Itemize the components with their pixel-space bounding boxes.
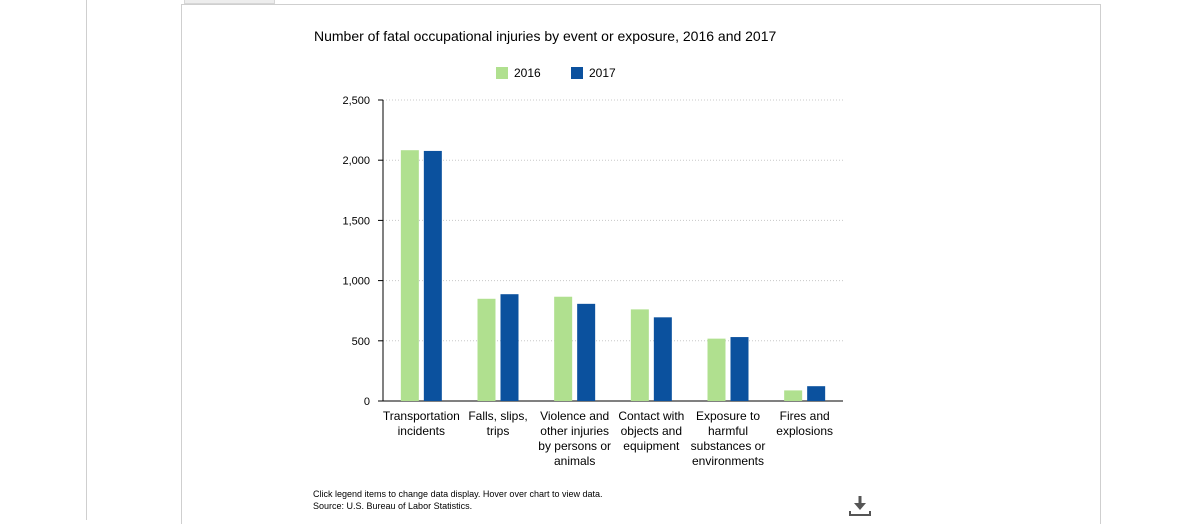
bar-2017[interactable] bbox=[730, 337, 749, 401]
x-tick-label: Contact with objects and equipment bbox=[610, 409, 692, 454]
bar-2017[interactable] bbox=[653, 317, 672, 401]
page-left-border bbox=[86, 0, 87, 520]
y-tick-label: 2,000 bbox=[342, 155, 370, 167]
x-tick-label-line: explosions bbox=[776, 424, 833, 438]
bar-2016[interactable] bbox=[477, 298, 496, 401]
x-tick-label-line: other injuries bbox=[540, 424, 609, 438]
x-tick-label-line: by persons or bbox=[538, 439, 611, 453]
y-tick-label: 1,000 bbox=[342, 276, 370, 288]
x-tick-label-line: substances or bbox=[690, 439, 766, 453]
x-tick-label: Exposure to harmful substances or environme… bbox=[687, 409, 769, 469]
bar-2017[interactable] bbox=[500, 294, 519, 401]
x-tick-label-line: incidents bbox=[397, 424, 446, 438]
y-tick-label: 0 bbox=[364, 396, 370, 408]
x-tick-label-line: environments bbox=[691, 454, 765, 468]
bar-2017[interactable] bbox=[807, 386, 826, 401]
legend-item-2016[interactable]: 2016 bbox=[496, 66, 541, 80]
x-tick-label-line: Exposure to bbox=[695, 409, 761, 423]
legend-swatch-2017 bbox=[571, 67, 583, 79]
y-tick-label: 1,500 bbox=[342, 215, 370, 227]
x-tick-label-line: Contact with bbox=[618, 409, 685, 423]
x-tick-label-line: objects and bbox=[620, 424, 683, 438]
legend-label-2017: 2017 bbox=[589, 66, 616, 80]
x-tick-label-line: equipment bbox=[623, 439, 680, 453]
x-tick-label-line: animals bbox=[553, 454, 596, 468]
y-tick-label: 500 bbox=[352, 336, 370, 348]
panel-tab[interactable] bbox=[184, 0, 275, 4]
legend-item-2017[interactable]: 2017 bbox=[571, 66, 616, 80]
x-tick-label: Transportation incidents bbox=[380, 409, 462, 439]
bar-2016[interactable] bbox=[554, 296, 573, 401]
x-tick-label-line: harmful bbox=[707, 424, 748, 438]
x-tick-label-line: trips bbox=[486, 424, 510, 438]
x-tick-label-line: Falls, slips, bbox=[468, 409, 528, 423]
bar-2016[interactable] bbox=[707, 338, 726, 401]
x-tick-label-line: Violence and bbox=[540, 409, 610, 423]
x-tick-label-line: Fires and bbox=[779, 409, 830, 423]
download-icon bbox=[849, 496, 871, 516]
bar-2016[interactable] bbox=[784, 390, 803, 401]
bar-2016[interactable] bbox=[400, 150, 419, 401]
legend-label-2016: 2016 bbox=[514, 66, 541, 80]
chart-panel bbox=[181, 4, 1101, 524]
download-button[interactable] bbox=[847, 494, 873, 518]
bar-2016[interactable] bbox=[630, 309, 649, 401]
chart-instructions: Click legend items to change data displa… bbox=[313, 489, 603, 499]
bar-2017[interactable] bbox=[423, 150, 442, 401]
x-tick-label: Falls, slips, trips bbox=[457, 409, 539, 439]
chart-source: Source: U.S. Bureau of Labor Statistics. bbox=[313, 501, 473, 511]
y-tick-label: 2,500 bbox=[342, 95, 370, 107]
bar-2017[interactable] bbox=[577, 303, 596, 401]
legend-swatch-2016 bbox=[496, 67, 508, 79]
chart-title: Number of fatal occupational injuries by… bbox=[314, 28, 777, 44]
x-tick-label: Fires and explosions bbox=[764, 409, 846, 439]
x-tick-label: Violence and other injuries by persons or a… bbox=[534, 409, 616, 469]
x-tick-label-line: Transportation bbox=[382, 409, 460, 423]
